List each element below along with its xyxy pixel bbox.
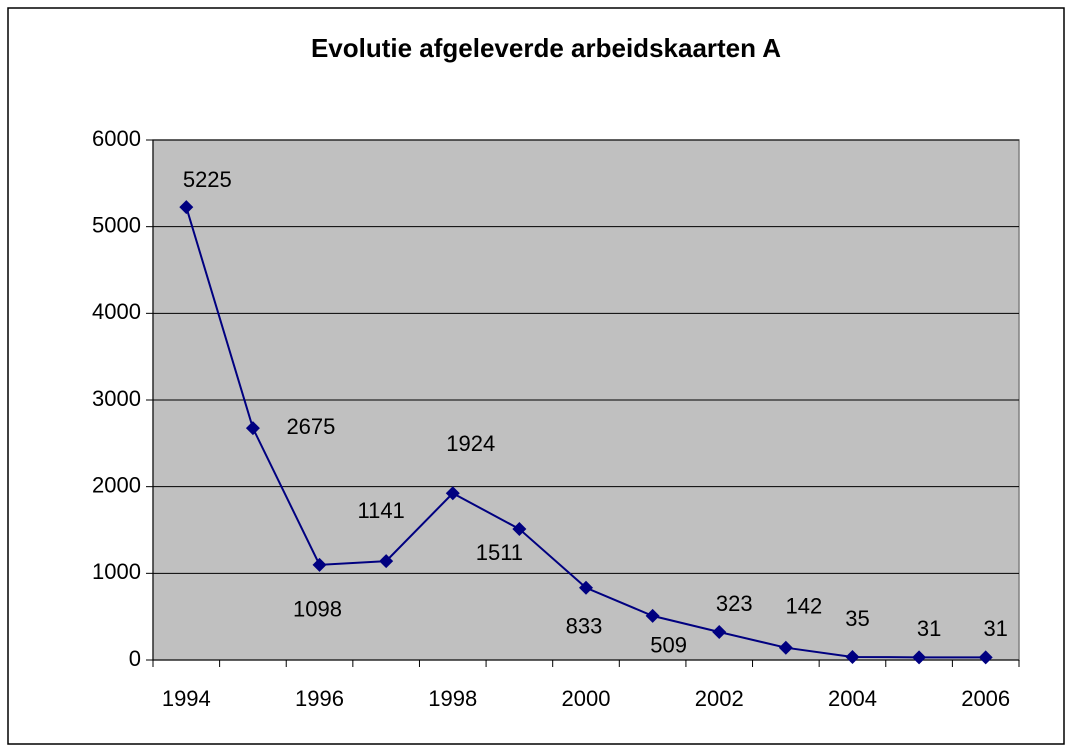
y-tick-label: 3000 — [92, 386, 141, 411]
data-label: 833 — [566, 614, 603, 639]
data-label: 1924 — [446, 431, 495, 456]
data-label: 5225 — [183, 167, 232, 192]
marker — [312, 557, 327, 572]
marker — [912, 650, 927, 665]
marker — [778, 640, 793, 655]
marker — [978, 650, 993, 665]
y-tick-label: 6000 — [92, 126, 141, 151]
marker — [845, 649, 860, 664]
y-tick-label: 0 — [129, 646, 141, 671]
x-tick-label: 2006 — [961, 686, 1010, 711]
x-tick-label: 1996 — [295, 686, 344, 711]
marker — [579, 580, 593, 595]
y-tick-label: 5000 — [92, 212, 141, 237]
data-label: 2675 — [286, 414, 335, 439]
marker — [445, 486, 460, 501]
marker — [512, 522, 527, 537]
marker — [245, 421, 260, 436]
data-label: 323 — [716, 591, 753, 616]
y-tick-label: 2000 — [92, 472, 141, 497]
data-label: 35 — [845, 606, 869, 631]
marker — [379, 554, 394, 569]
y-tick-label: 1000 — [92, 559, 141, 584]
chart-title: Evolutie afgeleverde arbeidskaarten A — [311, 33, 781, 63]
x-tick-label: 2002 — [695, 686, 744, 711]
marker — [645, 608, 660, 623]
x-tick-label: 1994 — [162, 686, 211, 711]
data-label: 1098 — [293, 597, 342, 622]
y-tick-label: 4000 — [92, 299, 141, 324]
data-label: 1511 — [476, 540, 523, 565]
data-label: 142 — [785, 594, 822, 619]
x-tick-label: 1998 — [428, 686, 477, 711]
marker — [712, 625, 727, 640]
data-label: 1141 — [357, 498, 404, 523]
x-tick-label: 2000 — [562, 686, 611, 711]
data-label: 31 — [983, 616, 1007, 641]
marker — [179, 200, 194, 215]
data-label: 509 — [650, 633, 687, 658]
data-label: 31 — [917, 616, 941, 641]
x-tick-label: 2004 — [828, 686, 877, 711]
